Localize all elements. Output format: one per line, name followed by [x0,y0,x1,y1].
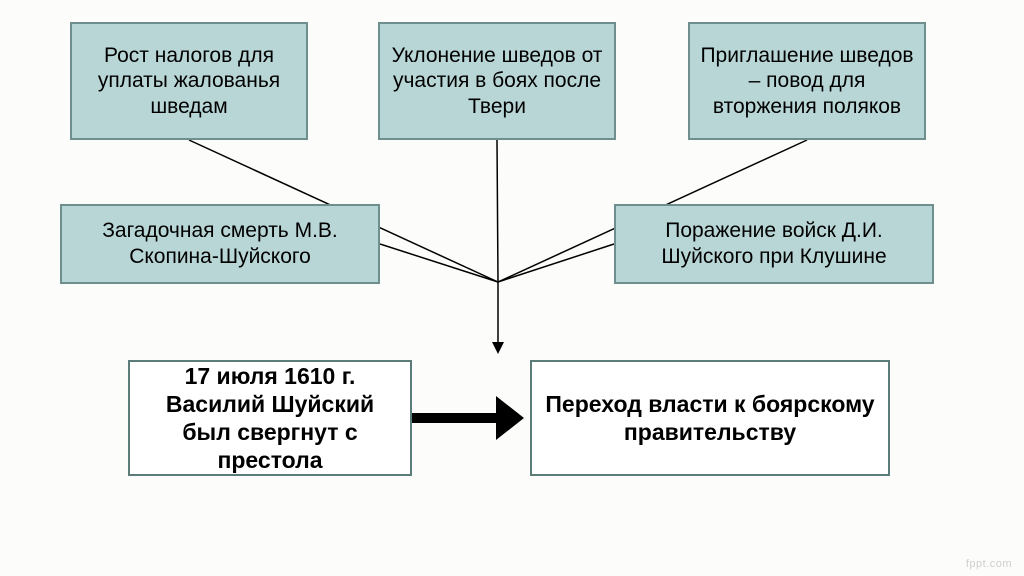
cause-text: Поражение войск Д.И. Шуйского при Клушин… [626,218,922,269]
cause-box-taxes: Рост налогов для уплаты жалованья шведам [70,22,308,140]
cause-text: Рост налогов для уплаты жалованья шведам [82,43,296,120]
result-box-boyar-government: Переход власти к боярскому правительству [530,360,890,476]
cause-box-polish-invasion: Приглашение шведов – повод для вторжения… [688,22,926,140]
cause-box-skopin-death: Загадочная смерть М.В. Скопина-Шуйского [60,204,380,284]
cause-text: Загадочная смерть М.В. Скопина-Шуйского [72,218,368,269]
result-text: Переход власти к боярскому правительству [542,390,878,446]
cause-text: Приглашение шведов – повод для вторжения… [700,43,914,120]
event-text: 17 июля 1610 г. Василий Шуйский был свер… [140,362,400,474]
cause-text: Уклонение шведов от участия в боях после… [390,43,604,120]
cause-box-swedes-evasion: Уклонение шведов от участия в боях после… [378,22,616,140]
cause-box-klushino-defeat: Поражение войск Д.И. Шуйского при Клушин… [614,204,934,284]
watermark: fppt.com [966,558,1012,570]
event-box-shuisky-overthrown: 17 июля 1610 г. Василий Шуйский был свер… [128,360,412,476]
